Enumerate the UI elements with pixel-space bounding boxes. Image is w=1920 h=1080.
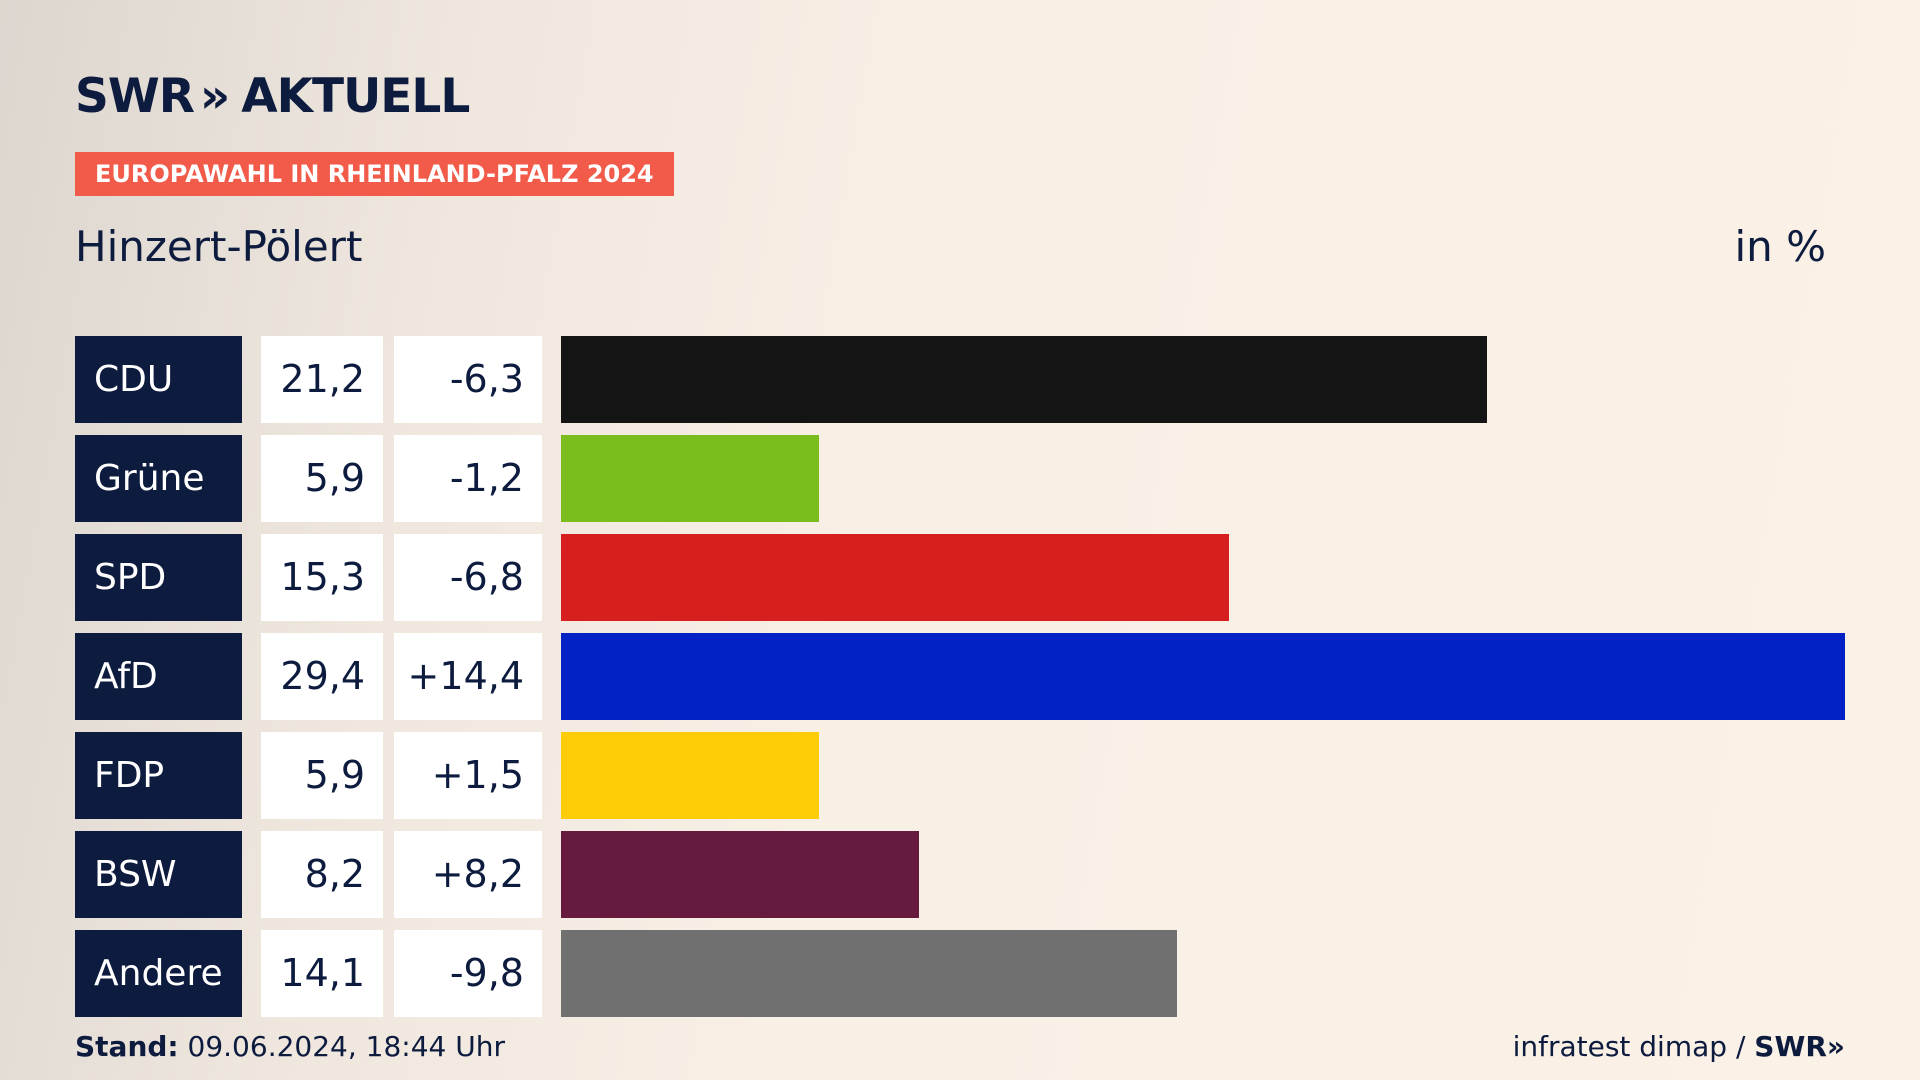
result-row: AfD 29,4 +14,4 — [75, 633, 1845, 720]
party-label: FDP — [75, 732, 242, 819]
vote-share-value: 21,2 — [261, 336, 383, 423]
logo-aktuell-text: AKTUELL — [241, 68, 470, 124]
vote-share-value: 8,2 — [261, 831, 383, 918]
result-bar — [561, 930, 1177, 1017]
logo-chevrons-icon: » — [199, 68, 230, 124]
result-bar — [561, 435, 819, 522]
unit-label: in % — [1734, 222, 1826, 271]
vote-share-value: 15,3 — [261, 534, 383, 621]
timestamp: Stand: 09.06.2024, 18:44 Uhr — [75, 1030, 505, 1063]
stand-label: Stand: — [75, 1030, 179, 1063]
vote-change-value: -6,3 — [394, 336, 542, 423]
swr-aktuell-logo: SWR » AKTUELL — [75, 66, 470, 126]
result-row: BSW 8,2 +8,2 — [75, 831, 1845, 918]
source-brand: SWR» — [1754, 1030, 1845, 1063]
party-label: CDU — [75, 336, 242, 423]
party-label: Grüne — [75, 435, 242, 522]
vote-change-value: -1,2 — [394, 435, 542, 522]
result-bar — [561, 633, 1845, 720]
party-label: BSW — [75, 831, 242, 918]
vote-share-value: 5,9 — [261, 435, 383, 522]
result-bar — [561, 831, 919, 918]
vote-change-value: -9,8 — [394, 930, 542, 1017]
location-title: Hinzert-Pölert — [75, 222, 363, 271]
result-row: SPD 15,3 -6,8 — [75, 534, 1845, 621]
vote-share-value: 29,4 — [261, 633, 383, 720]
vote-change-value: -6,8 — [394, 534, 542, 621]
vote-change-value: +8,2 — [394, 831, 542, 918]
result-row: Grüne 5,9 -1,2 — [75, 435, 1845, 522]
result-bar — [561, 732, 819, 819]
party-label: SPD — [75, 534, 242, 621]
vote-change-value: +1,5 — [394, 732, 542, 819]
party-label: AfD — [75, 633, 242, 720]
vote-share-value: 5,9 — [261, 732, 383, 819]
party-label: Andere — [75, 930, 242, 1017]
logo-swr-text: SWR — [75, 68, 195, 124]
source-credit: infratest dimap / SWR» — [1513, 1030, 1845, 1063]
election-badge: EUROPAWAHL IN RHEINLAND-PFALZ 2024 — [75, 152, 674, 196]
source-text: infratest dimap / — [1512, 1030, 1746, 1063]
result-row: Andere 14,1 -9,8 — [75, 930, 1845, 1017]
vote-share-value: 14,1 — [261, 930, 383, 1017]
result-row: FDP 5,9 +1,5 — [75, 732, 1845, 819]
result-bar — [561, 336, 1487, 423]
result-bar — [561, 534, 1229, 621]
result-row: CDU 21,2 -6,3 — [75, 336, 1845, 423]
stand-value: 09.06.2024, 18:44 Uhr — [187, 1030, 505, 1063]
vote-change-value: +14,4 — [394, 633, 542, 720]
